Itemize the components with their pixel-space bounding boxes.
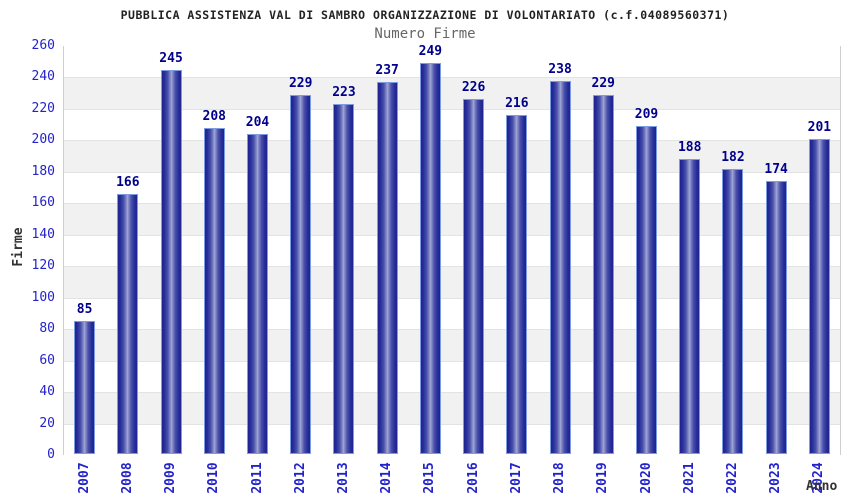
bar-2021	[679, 159, 701, 454]
y-axis-tick-label: 100	[31, 289, 55, 305]
bar-2009	[160, 69, 182, 454]
x-axis-tick-label: 2020	[638, 462, 654, 494]
bar-value-label: 85	[76, 302, 93, 318]
bar-value-label: 201	[807, 119, 832, 135]
bar-2015	[419, 63, 441, 454]
bar-2013	[333, 104, 355, 454]
bar-value-label: 182	[721, 149, 745, 165]
bar-2010	[203, 127, 225, 454]
bar-2011	[247, 134, 268, 454]
x-axis-tick-label: 2017	[508, 462, 524, 494]
y-axis-tick-label: 140	[31, 226, 55, 242]
y-axis-tick-label: 240	[31, 69, 55, 85]
grid-band	[64, 423, 840, 455]
bar-value-label: 223	[332, 85, 356, 101]
grid-band	[64, 77, 840, 109]
bar-2012	[290, 94, 312, 454]
x-axis-tick-label: 2015	[422, 462, 438, 494]
x-axis-tick-label: 2012	[292, 462, 308, 494]
bar-value-label: 216	[505, 96, 529, 112]
bar-value-label: 226	[461, 80, 486, 96]
y-axis-tick-label: 60	[39, 352, 55, 368]
x-axis-tick-label: 2011	[249, 462, 265, 494]
y-axis-tick-label: 0	[47, 447, 55, 462]
y-axis-tick-label: 260	[31, 38, 55, 53]
x-axis-tick-label: 2008	[119, 462, 135, 494]
x-axis-tick-label: 2023	[768, 462, 784, 494]
grid-band	[64, 140, 840, 172]
y-axis-title: Firme	[11, 227, 26, 267]
x-axis-tick-label: 2018	[552, 462, 568, 494]
bar-value-label: 204	[245, 115, 270, 131]
bar-value-label: 188	[677, 140, 702, 156]
x-axis-tick-label: 2009	[163, 462, 179, 494]
x-axis-tick-label: 2022	[724, 462, 740, 494]
y-axis-tick-label: 160	[31, 195, 55, 211]
bar-value-label: 174	[764, 162, 788, 178]
bar-2019	[592, 94, 614, 454]
bar-value-label: 209	[634, 107, 659, 123]
grid-band	[64, 171, 840, 204]
grid-band	[64, 266, 840, 298]
grid-band	[64, 297, 840, 330]
grid-band	[64, 234, 840, 267]
chart-title: PUBBLICA ASSISTENZA VAL DI SAMBRO ORGANI…	[120, 8, 730, 22]
bar-2014	[376, 82, 398, 454]
grid-band	[64, 203, 840, 235]
bar-value-label: 166	[116, 174, 140, 190]
grid-band	[64, 46, 840, 78]
x-axis-tick-label: 2016	[465, 462, 481, 494]
grid-band	[64, 329, 840, 361]
y-axis-tick-label: 180	[31, 163, 55, 179]
x-axis-tick-label: 2014	[379, 462, 395, 494]
y-axis-tick-label: 200	[31, 132, 55, 148]
bar-value-label: 208	[202, 108, 226, 124]
x-axis-tick-label: 2007	[76, 462, 92, 494]
bar-2007	[74, 321, 96, 454]
bar-2016	[463, 99, 485, 454]
grid-band	[64, 392, 840, 424]
bar-2017	[506, 115, 528, 454]
bar-value-label: 237	[375, 63, 399, 79]
y-axis-tick-label: 120	[31, 258, 55, 274]
y-axis-tick-label: 220	[31, 100, 55, 116]
chart-subtitle: Numero Firme	[374, 26, 476, 42]
bar-2008	[117, 193, 139, 454]
y-axis-tick-label: 20	[39, 415, 55, 431]
grid-band	[64, 360, 840, 393]
grid-band	[64, 108, 840, 141]
bar-value-label: 229	[288, 75, 313, 91]
x-axis-title: Anno	[806, 479, 838, 494]
bar-value-label: 238	[548, 61, 572, 77]
bar-2022	[722, 168, 744, 454]
plot-area	[63, 46, 841, 455]
bar-2018	[549, 80, 571, 454]
y-axis-tick-label: 80	[39, 321, 55, 337]
bar-value-label: 245	[159, 50, 183, 66]
bar-value-label: 229	[591, 75, 615, 91]
bar-2023	[765, 181, 787, 454]
y-axis-tick-label: 40	[39, 384, 55, 400]
bar-2024	[808, 138, 830, 454]
x-axis-tick-label: 2010	[206, 462, 222, 494]
x-axis-tick-label: 2013	[335, 462, 351, 494]
x-axis-tick-label: 2021	[681, 462, 697, 494]
x-axis-tick-label: 2019	[595, 462, 611, 494]
bar-value-label: 249	[418, 44, 443, 60]
bar-2020	[636, 126, 657, 454]
